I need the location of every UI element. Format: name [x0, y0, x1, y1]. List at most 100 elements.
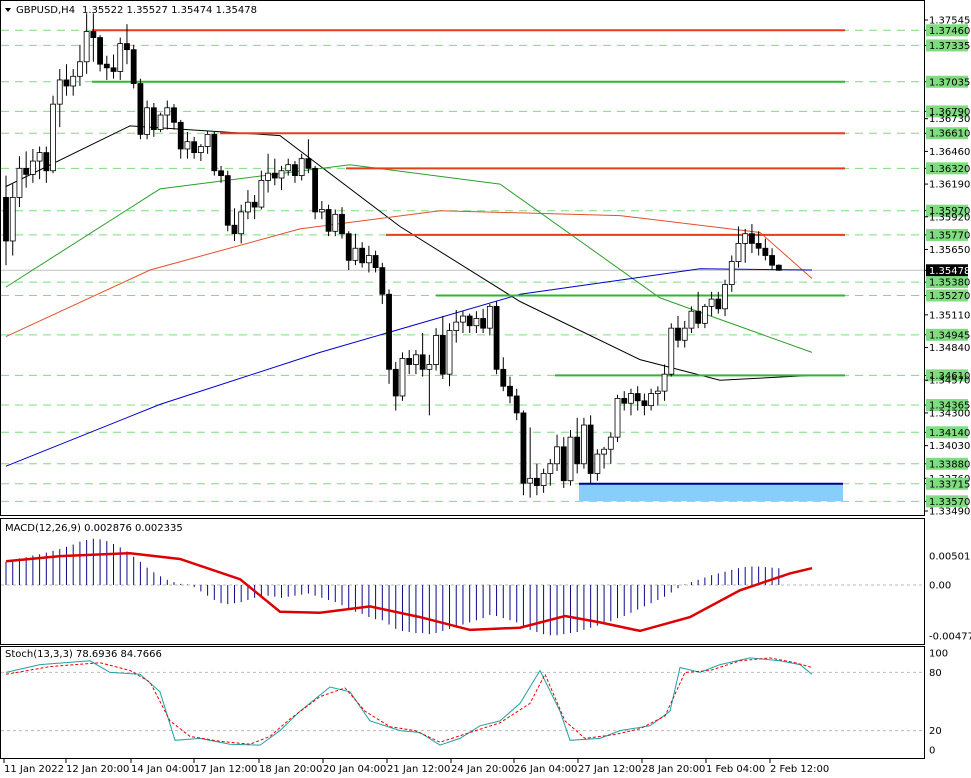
price-label-bg: [926, 228, 968, 241]
time-label: 26 Jan 04:00: [514, 764, 577, 775]
time-label: 18 Jan 20:00: [259, 764, 322, 775]
price-label-bg: [926, 24, 968, 37]
price-label: 1.34840: [929, 343, 970, 354]
time-label: 17 Jan 12:00: [194, 764, 257, 775]
price-label: 1.33570: [929, 497, 970, 508]
macd-panel-border: [0, 518, 925, 645]
candle-body: [97, 37, 103, 65]
stochastic-indicator: [1, 657, 924, 746]
candle-body: [191, 141, 198, 153]
stoch-axis-label: 20: [929, 726, 942, 737]
candle-body: [480, 318, 487, 329]
candle-body: [601, 448, 607, 455]
price-label: 1.34610: [929, 371, 970, 382]
support-zone-rect: [579, 483, 843, 502]
candle-body: [9, 196, 16, 242]
candle-body: [218, 170, 224, 176]
stoch-panel-border: [0, 646, 925, 759]
time-label: 12 Jan 20:00: [66, 764, 129, 775]
ma-medium-line: [5, 164, 813, 353]
candle-body: [345, 233, 352, 261]
candle-body: [50, 103, 56, 172]
price-label: 1.33880: [929, 459, 970, 470]
candle-body: [137, 83, 144, 135]
price-label: 1.35920: [929, 212, 970, 223]
candle-body: [621, 397, 628, 404]
candle-body: [312, 167, 319, 213]
candle-body: [150, 107, 157, 130]
candle-body: [70, 75, 77, 87]
price-label: 1.35970: [929, 206, 970, 217]
time-label: 27 Jan 12:00: [578, 764, 641, 775]
price-label: 1.35270: [929, 291, 970, 302]
price-label-bg: [926, 399, 968, 412]
candle-body: [775, 264, 782, 271]
ma-longest-line: [5, 268, 813, 467]
candle-body: [547, 463, 554, 474]
price-label-bg: [926, 477, 968, 490]
price-label: 1.35110: [929, 310, 970, 321]
candlesticks: [3, 13, 782, 498]
price-label: 1.36730: [929, 114, 970, 125]
candle-body: [16, 167, 23, 198]
time-label: 21 Jan 12:00: [387, 764, 450, 775]
macd-indicator: [1, 538, 924, 636]
candle-body: [762, 247, 769, 256]
candle-body: [439, 335, 446, 375]
macd-axis-label: 0.00: [929, 581, 951, 592]
candle-body: [117, 43, 124, 72]
candle-body: [265, 172, 271, 181]
price-label: 1.35650: [929, 245, 970, 256]
candle-body: [533, 477, 540, 486]
candle-body: [560, 446, 567, 482]
candle-body: [681, 327, 688, 341]
candle-body: [332, 213, 339, 232]
candle-body: [614, 397, 621, 438]
candle-body: [486, 305, 493, 329]
stoch-axis-label: 0: [929, 746, 935, 757]
candle-body: [103, 63, 110, 69]
candle-body: [513, 395, 520, 414]
candle-body: [231, 224, 238, 235]
candle-body: [177, 121, 184, 150]
candle-body: [164, 107, 171, 116]
candle-body: [466, 315, 473, 327]
candle-body: [197, 146, 204, 153]
candle-body: [258, 180, 265, 208]
candle-body: [520, 412, 527, 484]
time-label: 11 Jan 2022: [4, 764, 64, 775]
price-label: 1.37035: [929, 77, 970, 88]
time-label: 1 Feb 04:00: [706, 764, 765, 775]
candle-body: [628, 393, 634, 404]
current-price-label: 1.35478: [929, 266, 970, 277]
candle-body: [641, 400, 648, 407]
support-zone: [579, 482, 843, 502]
time-label: 24 Jan 20:00: [451, 764, 514, 775]
candle-body: [157, 114, 164, 130]
macd-axis-label: 0.005015: [929, 552, 971, 563]
candle-body: [507, 385, 513, 397]
candle-body: [701, 305, 708, 324]
price-label: 1.35380: [929, 278, 970, 289]
price-label: 1.34140: [929, 428, 970, 439]
macd-signal-line: [5, 551, 813, 633]
current-price-tag: [926, 264, 968, 277]
price-label-bg: [926, 495, 968, 508]
price-label-bg: [926, 369, 968, 382]
candle-body: [83, 31, 90, 63]
ohlc-values: 1.35522 1.35527 1.35474 1.35478: [82, 5, 257, 16]
candle-body: [500, 368, 507, 387]
candle-body: [124, 43, 130, 51]
candle-body: [43, 152, 50, 172]
candle-body: [607, 436, 614, 450]
triangle-down-icon[interactable]: [5, 8, 11, 12]
price-label: 1.36460: [929, 147, 970, 158]
candle-body: [318, 209, 325, 213]
price-label: 1.34945: [929, 330, 970, 341]
candle-body: [413, 354, 419, 365]
time-axis: 11 Jan 2022 12 Jan 20:00 14 Jan 04:00 17 Ja…: [3, 759, 829, 775]
candle-body: [594, 453, 601, 474]
price-label: 1.34570: [929, 376, 970, 387]
price-label: 1.36190: [929, 180, 970, 191]
